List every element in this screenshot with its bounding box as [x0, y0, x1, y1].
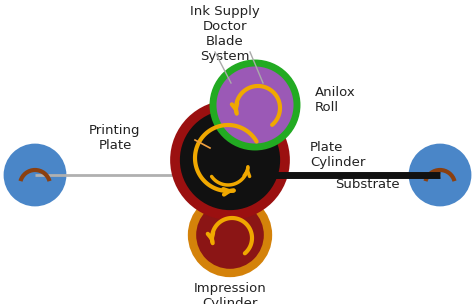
Circle shape [213, 63, 297, 147]
Circle shape [175, 105, 285, 215]
Text: Plate
Cylinder: Plate Cylinder [310, 141, 365, 169]
Text: Substrate: Substrate [335, 178, 400, 192]
Text: Impression
Cylinder: Impression Cylinder [193, 282, 266, 304]
Circle shape [410, 145, 470, 205]
Circle shape [192, 197, 268, 273]
Text: Anilox
Roll: Anilox Roll [315, 86, 356, 114]
Text: Printing
Plate: Printing Plate [89, 124, 141, 152]
Text: Ink Supply
Doctor
Blade
System: Ink Supply Doctor Blade System [190, 5, 260, 63]
Circle shape [5, 145, 65, 205]
